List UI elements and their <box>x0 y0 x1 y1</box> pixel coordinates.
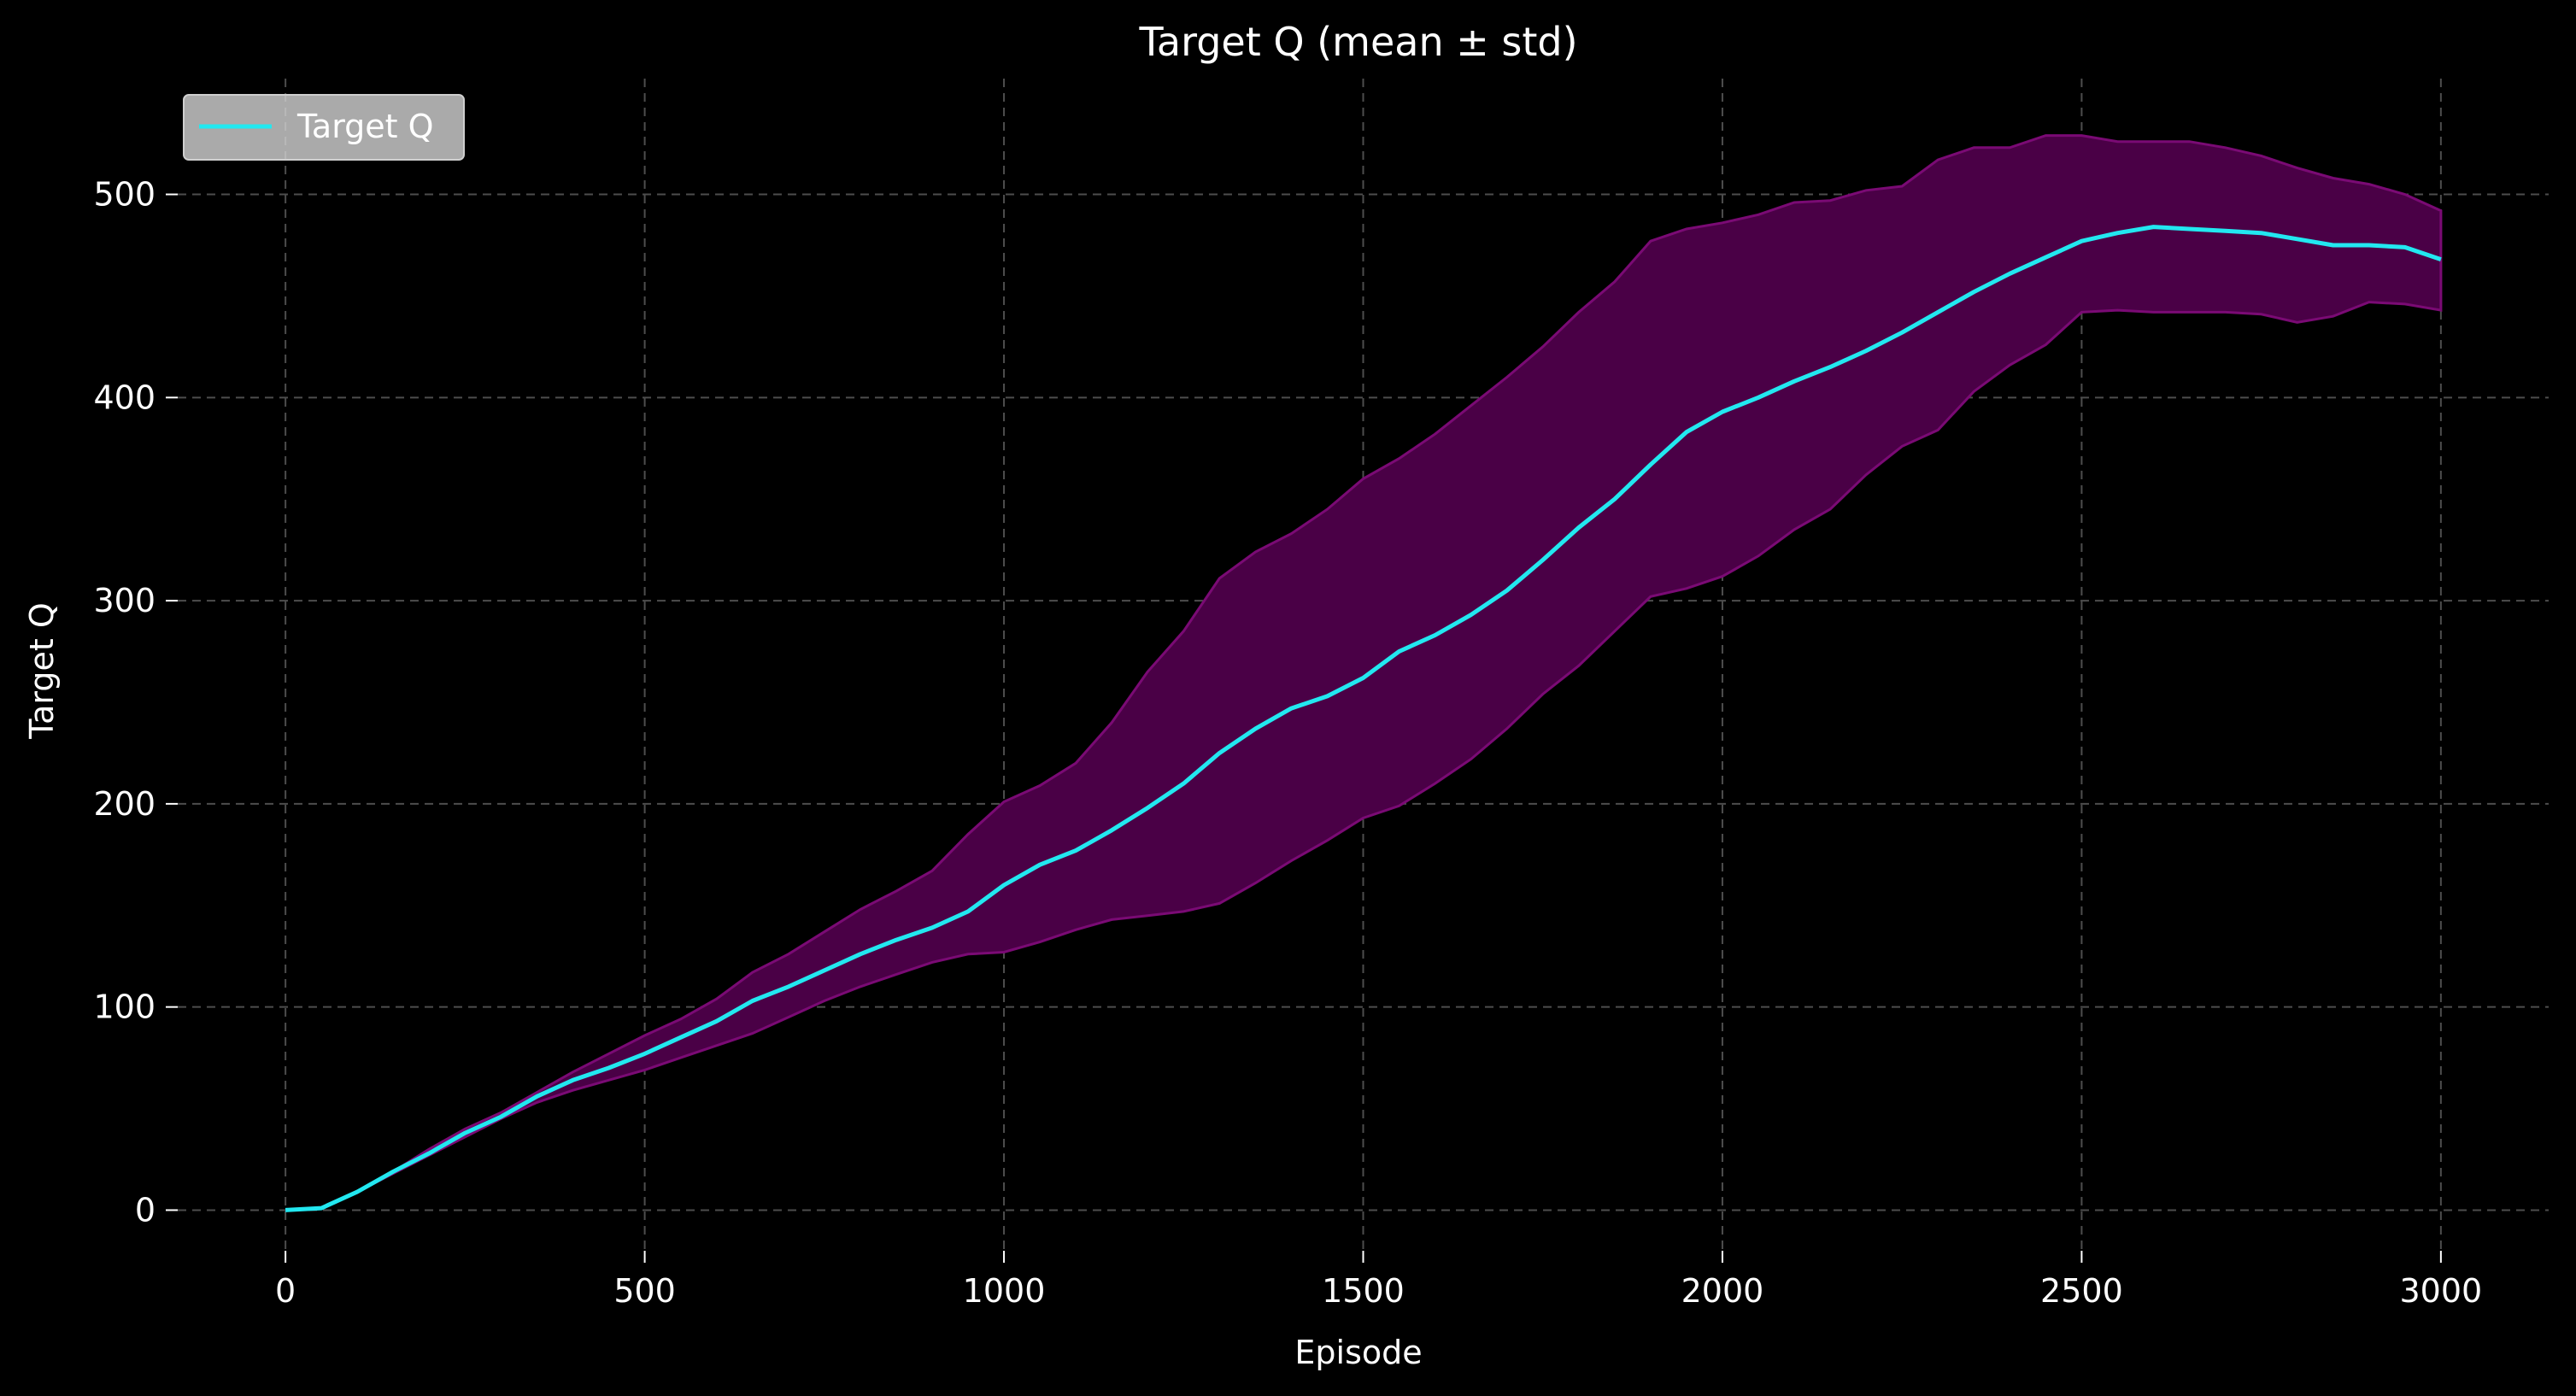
x-tick-label-1500: 1500 <box>1322 1272 1405 1310</box>
std-band <box>285 134 2443 1211</box>
legend: Target Q <box>183 94 465 161</box>
mean-line-layer <box>285 225 2442 1212</box>
chart-title: Target Q (mean ± std) <box>1138 19 1577 65</box>
x-tick-label-1000: 1000 <box>963 1272 1046 1310</box>
y-tick-label-400: 400 <box>93 378 155 416</box>
x-tick-label-3000: 3000 <box>2400 1272 2483 1310</box>
legend-box <box>183 94 465 161</box>
y-tick-label-300: 300 <box>93 582 155 619</box>
y-tick-label-200: 200 <box>93 785 155 823</box>
x-tick-label-0: 0 <box>275 1272 296 1310</box>
axis-ticks: 0 500 1000 1500 2000 2500 3000 0 100 200 300 400 500 <box>93 176 2482 1310</box>
y-tick-label-500: 500 <box>93 176 155 214</box>
series-line-target-q <box>285 225 2442 1212</box>
x-tick-label-2000: 2000 <box>1681 1272 1764 1310</box>
x-tick-label-500: 500 <box>613 1272 676 1310</box>
x-tick-label-2500: 2500 <box>2040 1272 2123 1310</box>
y-tick-label-100: 100 <box>93 988 155 1026</box>
y-axis-label: Target Q <box>23 602 61 740</box>
legend-entry-target-q: Target Q <box>296 108 434 145</box>
y-tick-label-0: 0 <box>135 1191 155 1229</box>
std-band-layer <box>285 134 2443 1211</box>
x-axis-label: Episode <box>1294 1334 1422 1371</box>
